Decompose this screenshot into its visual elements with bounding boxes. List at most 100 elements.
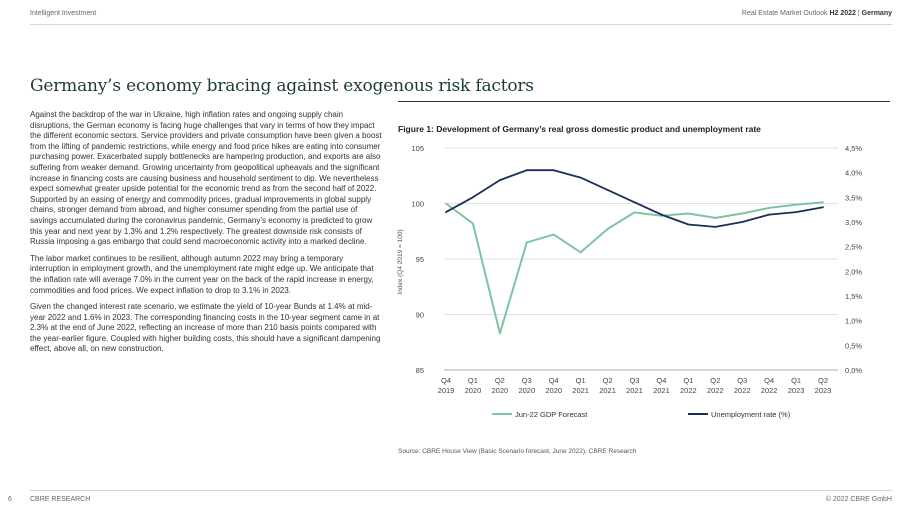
x-tick-year: 2022 bbox=[761, 386, 778, 395]
paragraph-economy: Against the backdrop of the war in Ukrai… bbox=[30, 110, 382, 247]
left-tick-label: 90 bbox=[416, 311, 424, 320]
right-axis: 0,0% 0,5% 1,0% 1,5% 2,0% 2,5% 3,0% 3,5% 4,0% 4,5% bbox=[845, 144, 862, 375]
header-report: Real Estate Market Outlook H2 2022 | Ger… bbox=[742, 10, 892, 17]
footer-org: CBRE RESEARCH bbox=[30, 496, 91, 503]
header-country: Germany bbox=[861, 10, 892, 17]
header-report-name: Real Estate Market Outlook bbox=[741, 10, 828, 17]
gdp-point bbox=[741, 212, 744, 215]
x-tick-quarter: Q2 bbox=[710, 376, 720, 385]
unemployment-point bbox=[606, 189, 609, 191]
left-tick-label: 95 bbox=[416, 255, 424, 264]
unemployment-point bbox=[579, 176, 582, 179]
unemployment-point bbox=[525, 169, 528, 172]
gdp-point bbox=[768, 207, 771, 209]
right-tick-label: 4,0% bbox=[845, 169, 862, 178]
gdp-point bbox=[445, 202, 447, 205]
gdp-point bbox=[795, 203, 797, 206]
page-title: Germany’s economy bracing against exogen… bbox=[30, 76, 534, 96]
article-body: Against the backdrop of the war in Ukrai… bbox=[30, 110, 382, 361]
unemployment-point bbox=[445, 211, 447, 214]
x-tick-quarter: Q4 bbox=[441, 376, 451, 385]
gdp-point bbox=[606, 228, 609, 230]
header-report-period: H2 2022 bbox=[829, 10, 856, 17]
paragraph-labor-market: The labor market continues to be resilie… bbox=[30, 253, 374, 295]
page-number: 6 bbox=[8, 496, 12, 503]
gdp-point bbox=[552, 233, 555, 236]
left-tick-label: 105 bbox=[411, 144, 424, 153]
left-tick-label: 100 bbox=[411, 200, 424, 209]
gdp-point bbox=[687, 212, 690, 215]
x-tick-quarter: Q3 bbox=[522, 376, 532, 385]
unemployment-point bbox=[768, 213, 771, 216]
x-tick-quarter: Q1 bbox=[576, 376, 586, 385]
x-tick-year: 2020 bbox=[518, 386, 535, 395]
legend-gdp-label: Jun-22 GDP Forecast bbox=[515, 410, 588, 419]
unemployment-point bbox=[714, 226, 717, 228]
x-tick-year: 2020 bbox=[545, 386, 562, 395]
x-tick-year: 2020 bbox=[465, 386, 482, 395]
right-tick-label: 3,5% bbox=[845, 193, 862, 202]
paragraph-interest-rates: Given the changed interest rate scenario… bbox=[30, 302, 381, 354]
legend: Jun-22 GDP Forecast Unemployment rate (%… bbox=[492, 410, 791, 419]
right-tick-label: 2,0% bbox=[845, 267, 862, 276]
right-tick-label: 4,5% bbox=[845, 144, 862, 153]
x-tick-quarter: Q4 bbox=[549, 376, 559, 385]
unemployment-point bbox=[795, 211, 797, 214]
x-tick-quarter: Q3 bbox=[629, 376, 639, 385]
gdp-point bbox=[822, 201, 824, 204]
figure-source: Source: CBRE House View (Basic Scenario … bbox=[398, 448, 637, 455]
footer-divider bbox=[30, 490, 892, 491]
x-tick-quarter: Q1 bbox=[791, 376, 801, 385]
left-axis: 85 90 95 100 105 bbox=[411, 144, 424, 375]
gdp-point bbox=[714, 217, 717, 219]
header-separator: | bbox=[857, 10, 860, 17]
x-tick-year: 2020 bbox=[492, 386, 509, 395]
unemployment-point bbox=[687, 223, 690, 226]
x-tick-quarter: Q1 bbox=[468, 376, 478, 385]
x-tick-year: 2021 bbox=[653, 386, 670, 395]
figure-divider bbox=[398, 101, 890, 102]
right-tick-label: 3,0% bbox=[845, 218, 862, 227]
unemployment-point bbox=[660, 213, 663, 216]
x-tick-year: 2022 bbox=[734, 386, 751, 395]
x-tick-year: 2023 bbox=[788, 386, 805, 395]
top-divider bbox=[30, 24, 892, 25]
legend-unemployment-label: Unemployment rate (%) bbox=[711, 410, 791, 419]
unemployment-point bbox=[822, 206, 824, 209]
top-bar: Intelligent Investment Real Estate Marke… bbox=[30, 10, 892, 24]
right-tick-label: 2,5% bbox=[845, 243, 862, 252]
unemployment-point bbox=[498, 179, 501, 181]
x-tick-quarter: Q2 bbox=[818, 376, 828, 385]
series-layer bbox=[445, 169, 824, 335]
x-tick-year: 2022 bbox=[680, 386, 697, 395]
x-tick-quarter: Q4 bbox=[764, 376, 774, 385]
gdp-point bbox=[525, 241, 528, 244]
unemployment-point bbox=[552, 169, 555, 172]
x-tick-quarter: Q4 bbox=[656, 376, 666, 385]
right-tick-label: 1,5% bbox=[845, 292, 862, 301]
figure-title: Figure 1: Development of Germany’s real … bbox=[398, 124, 761, 134]
plot-background bbox=[388, 138, 892, 444]
x-tick-quarter: Q2 bbox=[603, 376, 613, 385]
unemployment-point bbox=[472, 196, 474, 199]
right-tick-label: 0,0% bbox=[845, 366, 862, 375]
right-tick-label: 1,0% bbox=[845, 317, 862, 326]
gdp-point bbox=[498, 332, 501, 335]
footer-copyright: © 2022 CBRE GmbH bbox=[825, 496, 892, 503]
x-axis: Q42019Q12020Q22020Q32020Q42020Q12021Q220… bbox=[438, 369, 838, 395]
left-axis-label: Index (Q4 2019 = 100) bbox=[397, 229, 404, 294]
gdp-unemployment-chart: 85 90 95 100 105 0,0% 0,5% 1,0% 1,5% 2,0% 2,5% 3,0… bbox=[388, 138, 892, 444]
unemployment-point bbox=[741, 221, 744, 223]
unemployment-point bbox=[633, 201, 636, 204]
x-tick-year: 2019 bbox=[438, 386, 455, 395]
x-tick-quarter: Q2 bbox=[495, 376, 505, 385]
x-tick-year: 2021 bbox=[599, 386, 616, 395]
header-brand: Intelligent Investment bbox=[30, 10, 97, 17]
gdp-point bbox=[579, 251, 582, 254]
gdp-point bbox=[633, 211, 636, 214]
x-tick-year: 2023 bbox=[815, 386, 832, 395]
right-tick-label: 0,5% bbox=[845, 341, 862, 350]
x-tick-year: 2021 bbox=[626, 386, 643, 395]
x-tick-quarter: Q1 bbox=[683, 376, 693, 385]
gdp-point bbox=[472, 222, 474, 225]
